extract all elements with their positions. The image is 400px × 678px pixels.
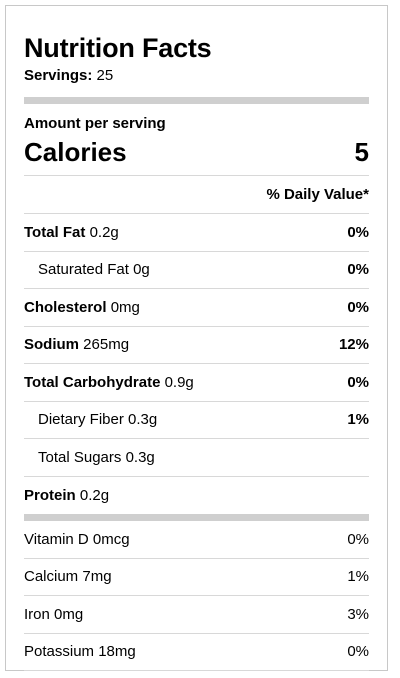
nutrient-dv: 0% [347, 298, 369, 316]
vitamin-name: Potassium 18mg [24, 643, 136, 661]
nutrition-facts-label: Nutrition Facts Servings: 25 Amount per … [5, 5, 388, 671]
nutrient-row-sodium: Sodium 265mg 12% [24, 327, 369, 364]
servings-line: Servings: 25 [24, 67, 369, 85]
vitamin-dv: 3% [347, 605, 369, 623]
nutrient-name: Cholesterol 0mg [24, 298, 140, 316]
vitamin-dv: 0% [347, 643, 369, 661]
servings-label: Servings: [24, 67, 93, 84]
vitamin-name: Vitamin D 0mcg [24, 530, 130, 548]
vitamin-row-potassium: Potassium 18mg 0% [24, 634, 369, 671]
nutrient-name: Saturated Fat 0g [38, 261, 150, 279]
nutrient-dv: 0% [347, 261, 369, 279]
daily-value-header: % Daily Value* [24, 176, 369, 214]
calories-label: Calories [24, 137, 127, 167]
nutrient-name: Total Carbohydrate 0.9g [24, 373, 194, 391]
nutrient-name: Dietary Fiber 0.3g [38, 411, 158, 429]
nutrient-row-saturated-fat: Saturated Fat 0g 0% [24, 252, 369, 289]
nutrient-name: Sodium 265mg [24, 336, 130, 354]
nutrient-name: Total Sugars 0.3g [38, 448, 155, 466]
nutrient-dv: 0% [347, 373, 369, 391]
nutrient-name: Protein 0.2g [24, 486, 110, 504]
nutrient-dv: 1% [347, 411, 369, 429]
nutrient-row-protein: Protein 0.2g [24, 477, 369, 515]
nutrient-name: Total Fat 0.2g [24, 223, 119, 241]
vitamin-row-iron: Iron 0mg 3% [24, 596, 369, 634]
vitamin-name: Iron 0mg [24, 605, 84, 623]
vitamin-dv: 0% [347, 530, 369, 548]
nutrient-row-dietary-fiber: Dietary Fiber 0.3g 1% [24, 402, 369, 439]
thick-divider [24, 97, 369, 104]
amount-per-serving: Amount per serving [24, 115, 166, 132]
vitamin-row-vitamin-d: Vitamin D 0mcg 0% [24, 521, 369, 559]
vitamin-name: Calcium 7mg [24, 568, 112, 586]
nutrient-row-cholesterol: Cholesterol 0mg 0% [24, 289, 369, 327]
label-title: Nutrition Facts [24, 33, 212, 63]
servings-value: 25 [96, 67, 114, 84]
nutrient-row-total-carbohydrate: Total Carbohydrate 0.9g 0% [24, 364, 369, 402]
nutrient-dv: 0% [347, 223, 369, 241]
vitamin-row-calcium: Calcium 7mg 1% [24, 559, 369, 596]
thick-divider [24, 514, 369, 521]
nutrient-dv: 12% [338, 336, 369, 354]
calories-row: Calories 5 [24, 137, 369, 176]
calories-value: 5 [354, 137, 369, 167]
nutrient-row-total-fat: Total Fat 0.2g 0% [24, 214, 369, 252]
vitamin-dv: 1% [347, 568, 369, 586]
nutrient-row-total-sugars: Total Sugars 0.3g [24, 439, 369, 477]
